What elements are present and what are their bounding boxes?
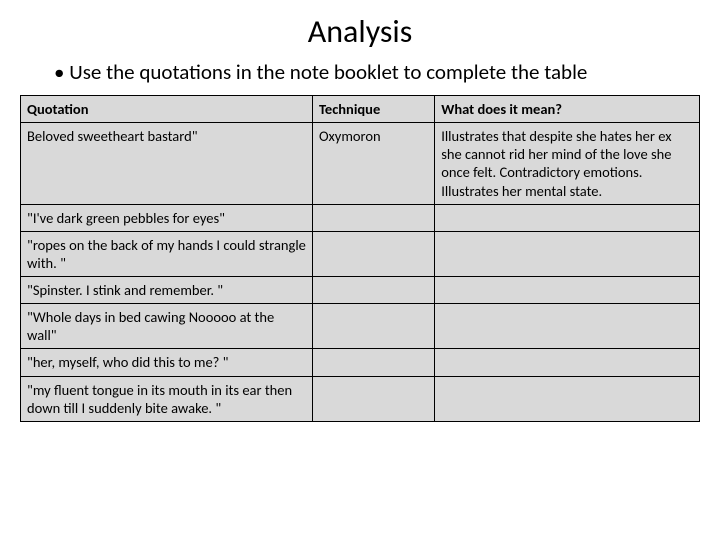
cell-meaning	[435, 349, 700, 376]
cell-technique	[312, 277, 434, 304]
col-technique: Technique	[312, 96, 434, 123]
slide: Analysis Use the quotations in the note …	[0, 0, 720, 540]
cell-technique	[312, 349, 434, 376]
col-meaning: What does it mean?	[435, 96, 700, 123]
table-row: "Whole days in bed cawing Nooooo at the …	[21, 304, 700, 349]
table-row: "I've dark green pebbles for eyes"	[21, 204, 700, 231]
table-row: Beloved sweetheart bastard" Oxymoron Ill…	[21, 123, 700, 205]
cell-meaning	[435, 376, 700, 421]
cell-meaning	[435, 304, 700, 349]
cell-quotation: "ropes on the back of my hands I could s…	[21, 231, 313, 276]
cell-quotation: "Whole days in bed cawing Nooooo at the …	[21, 304, 313, 349]
cell-quotation: "her, myself, who did this to me? "	[21, 349, 313, 376]
cell-technique	[312, 231, 434, 276]
table-row: "her, myself, who did this to me? "	[21, 349, 700, 376]
cell-meaning	[435, 277, 700, 304]
cell-technique	[312, 304, 434, 349]
page-title: Analysis	[20, 12, 700, 51]
cell-quotation: "I've dark green pebbles for eyes"	[21, 204, 313, 231]
cell-meaning: Illustrates that despite she hates her e…	[435, 123, 700, 205]
cell-quotation: "my fluent tongue in its mouth in its ea…	[21, 376, 313, 421]
table-row: "Spinster. I stink and remember. "	[21, 277, 700, 304]
cell-technique	[312, 204, 434, 231]
cell-meaning	[435, 204, 700, 231]
col-quotation: Quotation	[21, 96, 313, 123]
table-row: "ropes on the back of my hands I could s…	[21, 231, 700, 276]
cell-quotation: Beloved sweetheart bastard"	[21, 123, 313, 205]
cell-technique	[312, 376, 434, 421]
analysis-table: Quotation Technique What does it mean? B…	[20, 95, 700, 422]
table-header-row: Quotation Technique What does it mean?	[21, 96, 700, 123]
cell-quotation: "Spinster. I stink and remember. "	[21, 277, 313, 304]
cell-meaning	[435, 231, 700, 276]
instruction-bullet: Use the quotations in the note booklet t…	[54, 59, 700, 85]
cell-technique: Oxymoron	[312, 123, 434, 205]
table-row: "my fluent tongue in its mouth in its ea…	[21, 376, 700, 421]
